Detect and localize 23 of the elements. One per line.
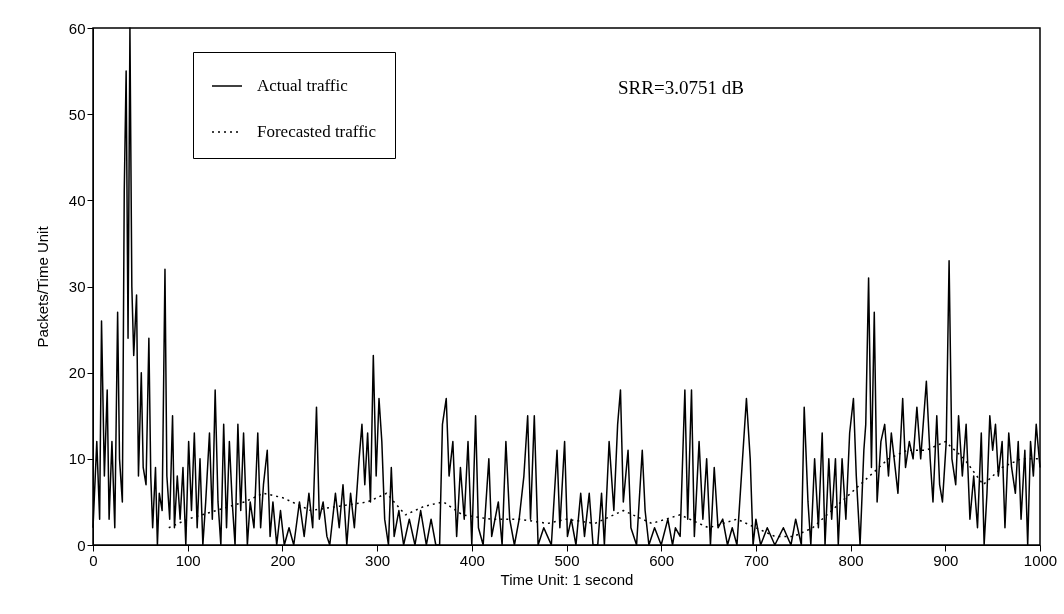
x-tick-label: 400 [459,551,485,569]
y-tick-label: 0 [77,536,86,554]
x-tick-label: 900 [933,551,959,569]
x-tick-label: 200 [270,551,296,569]
x-axis-title: Time Unit: 1 second [500,570,634,588]
y-tick-label: 40 [68,191,86,209]
annotation: SRR=3.0751 dB [618,77,744,98]
x-tick-label: 700 [743,551,769,569]
y-axis-title: Packets/Time Unit [33,225,51,348]
x-tick-label: 800 [838,551,864,569]
y-tick-label: 50 [68,105,86,123]
legend-label: Forecasted traffic [257,122,377,141]
y-tick-label: 30 [68,278,86,295]
y-tick-label: 60 [68,19,86,37]
x-tick-label: 1000 [1023,551,1058,569]
x-tick-label: 300 [365,551,391,569]
legend-label: Actual traffic [257,76,349,95]
x-tick-label: 600 [649,551,675,569]
x-tick-label: 500 [554,551,580,569]
x-tick-label: 0 [89,551,98,569]
y-tick-label: 20 [68,364,86,382]
y-tick-label: 10 [68,450,86,468]
x-tick-label: 100 [175,551,201,569]
